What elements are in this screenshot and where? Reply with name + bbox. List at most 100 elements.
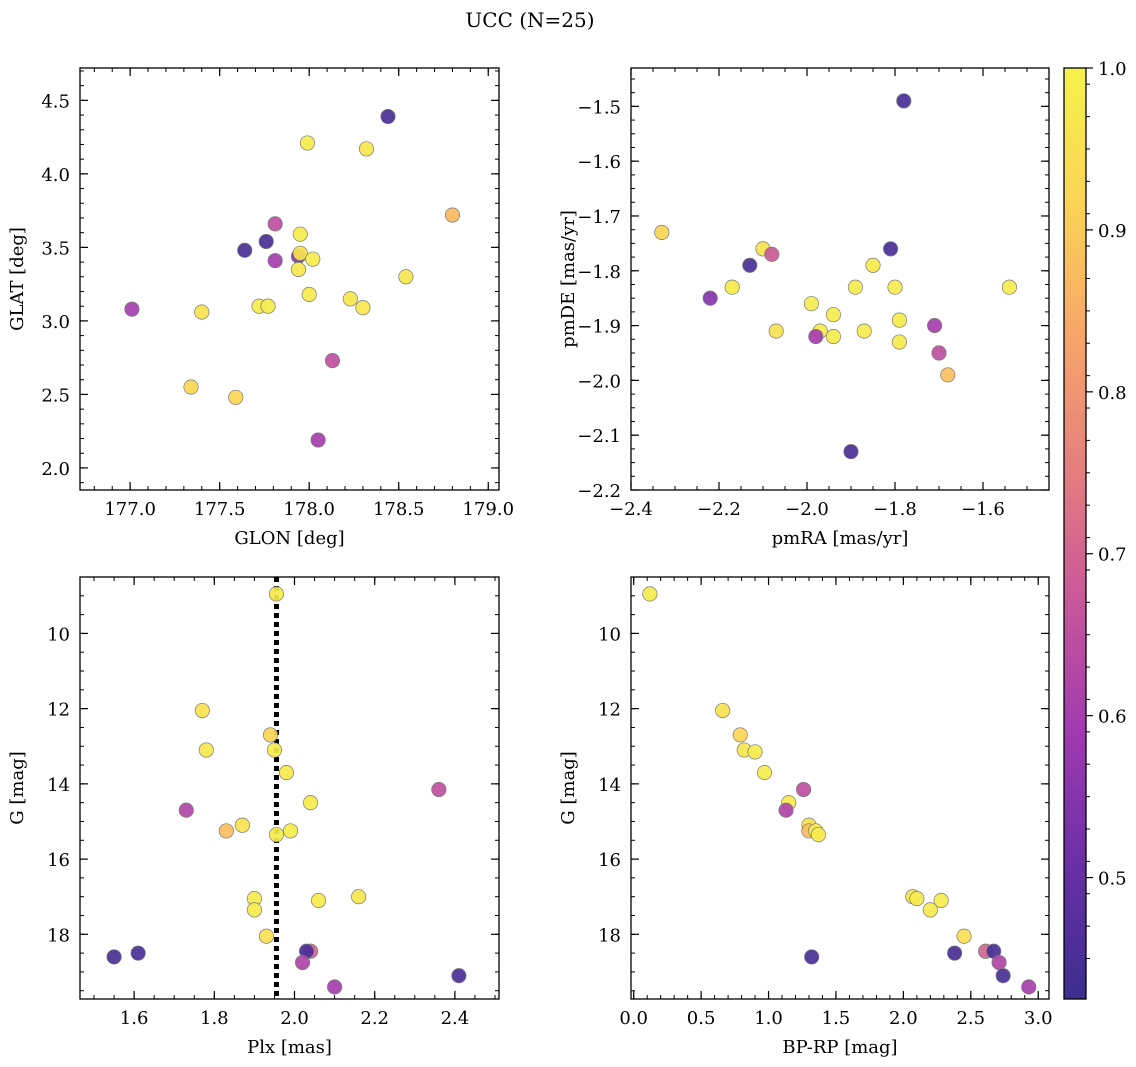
data-point [896, 93, 912, 109]
data-point [931, 345, 947, 361]
data-point [843, 444, 859, 460]
panel-pmra-pmde: −2.4 −2.2 −2.0 −1.8 −1.6−2.2−2.1−2.0−1.9−1.8… [558, 67, 1050, 549]
data-point [796, 781, 812, 798]
colorbar-tick-label: 0.7 [1098, 545, 1127, 566]
x-tick-label: −2.0 [785, 499, 829, 520]
x-tick-label: −1.8 [873, 499, 917, 520]
y-tick-label: 2.0 [41, 459, 70, 480]
data-point [810, 827, 826, 843]
y-axis-label: GLAT [deg] [7, 227, 28, 331]
x-tick-label: 0.0 [619, 1008, 648, 1029]
x-tick-label: 177.5 [194, 499, 246, 520]
data-point [642, 586, 658, 602]
x-tick-label: 2.0 [280, 1008, 309, 1029]
x-tick-label: 1.5 [822, 1008, 851, 1029]
y-tick-label: 4.0 [41, 165, 70, 186]
data-point [444, 207, 460, 223]
data-point [825, 328, 841, 345]
x-tick-label: 179.0 [462, 499, 514, 520]
data-point [292, 245, 308, 261]
x-tick-label: 2.4 [441, 1008, 470, 1029]
y-tick-label: 14 [598, 775, 621, 796]
y-tick-label: 10 [598, 624, 621, 645]
y-tick-label: 16 [47, 850, 70, 871]
data-point [764, 246, 780, 262]
y-tick-label: 3.0 [41, 312, 70, 333]
plot-frame [630, 67, 1050, 491]
data-point [194, 304, 210, 320]
data-point [847, 279, 863, 295]
x-tick-label: 2.0 [889, 1008, 918, 1029]
y-tick-label: −1.7 [577, 207, 621, 228]
data-point [778, 802, 794, 818]
data-point [303, 795, 319, 811]
data-point [742, 257, 758, 273]
data-point [262, 727, 279, 743]
x-axis-label: GLON [deg] [234, 528, 344, 549]
x-axis-label: BP-RP [mag] [782, 1037, 897, 1058]
data-point [327, 979, 343, 995]
data-point [654, 224, 670, 240]
data-point [909, 891, 925, 907]
x-tick-label: 1.0 [754, 1008, 783, 1029]
y-tick-label: −1.6 [577, 152, 621, 173]
data-point [305, 251, 321, 267]
y-axis-label: G [mag] [558, 751, 579, 824]
data-point [856, 323, 872, 339]
data-point [278, 765, 295, 781]
data-point [342, 291, 358, 307]
figure-title: UCC (N=25) [465, 8, 594, 32]
data-point [198, 742, 214, 758]
x-axis-label: pmRA [mas/yr] [772, 528, 909, 549]
x-tick-label: 2.2 [360, 1008, 389, 1029]
x-tick-label: 3.0 [1024, 1008, 1053, 1029]
y-tick-label: 12 [47, 700, 70, 721]
y-tick-label: −2.0 [577, 371, 621, 392]
data-point [260, 298, 276, 314]
data-point [804, 949, 820, 965]
data-point [891, 312, 907, 328]
y-axis-label: G [mag] [7, 751, 28, 824]
data-point [891, 334, 907, 350]
data-point [282, 823, 299, 839]
data-point [234, 817, 250, 833]
data-point [398, 269, 414, 285]
y-tick-label: 12 [598, 700, 621, 721]
panel-plx-g: 1.6 1.8 2.0 2.2 2.4 10 12 14 16 18 Plx [mas] G [m… [7, 576, 500, 1058]
data-point [380, 108, 396, 125]
x-tick-label: 178.0 [283, 499, 335, 520]
y-tick-label: −1.5 [577, 97, 621, 118]
data-point [267, 216, 283, 232]
data-point [715, 702, 731, 719]
data-point [355, 300, 371, 316]
data-point [940, 367, 956, 383]
colorbar-tick-label: 0.9 [1098, 221, 1127, 242]
data-point [106, 949, 122, 965]
data-point [194, 702, 210, 719]
y-tick-label: −2.1 [577, 426, 621, 447]
data-point [178, 802, 194, 818]
data-point [124, 301, 140, 317]
data-point [732, 727, 748, 743]
x-tick-label: −2.4 [609, 499, 653, 520]
data-point [933, 892, 949, 909]
data-point [1001, 279, 1017, 295]
data-point [237, 242, 253, 258]
data-point [218, 823, 234, 839]
data-point [887, 279, 903, 295]
data-point [267, 253, 283, 269]
data-point [927, 318, 943, 334]
data-point [991, 954, 1007, 971]
colorbar-tick-label: 0.8 [1098, 383, 1127, 404]
y-tick-label: 14 [47, 775, 70, 796]
data-point [922, 902, 938, 918]
y-tick-label: −1.8 [577, 262, 621, 283]
x-tick-label: 1.6 [120, 1008, 149, 1029]
plot-frame [79, 576, 500, 1000]
data-point [1021, 979, 1037, 995]
y-tick-label: 10 [47, 624, 70, 645]
data-point [724, 279, 740, 295]
x-tick-label: 0.5 [687, 1008, 716, 1029]
data-point [768, 323, 784, 339]
